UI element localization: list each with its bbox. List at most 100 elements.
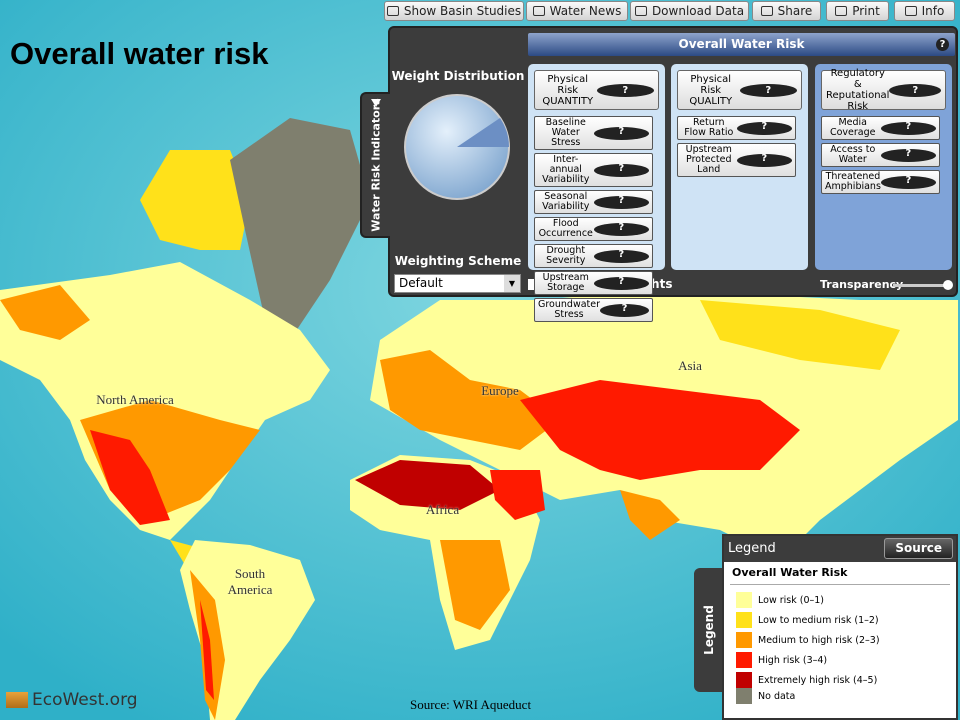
group-title[interactable]: Regulatory & Reputational Risk? (821, 68, 946, 112)
scheme-value: Default (399, 276, 443, 290)
legend-header: Legend Source (724, 536, 956, 562)
toolbar-icon (532, 6, 545, 16)
slider-thumb[interactable] (943, 280, 953, 290)
toolbar-button[interactable]: Show Basin Studies (384, 1, 524, 21)
indicator-label: Return Flow Ratio (684, 117, 734, 138)
help-icon[interactable]: ? (596, 83, 654, 97)
tab-arrow (371, 99, 381, 107)
scheme-select[interactable]: Default ▼ (394, 274, 521, 293)
legend-item: High risk (3–4) (736, 652, 827, 668)
toolbar-button-label: Water News (549, 4, 622, 18)
indicator-label: Drought Severity (546, 245, 586, 266)
legend-title: Overall Water Risk (732, 566, 848, 579)
group-title[interactable]: Physical Risk QUANTITY? (534, 70, 659, 110)
indicator-label: Media Coverage (829, 117, 876, 138)
help-icon[interactable]: ? (593, 126, 649, 140)
legend-swatch (736, 632, 752, 648)
indicator[interactable]: Media Coverage? (821, 116, 940, 140)
toolbar-button[interactable]: Water News (526, 1, 628, 21)
help-icon[interactable]: ? (593, 195, 649, 209)
help-icon[interactable]: ? (736, 121, 792, 135)
help-icon[interactable]: ? (593, 222, 649, 236)
legend-label: No data (758, 690, 796, 702)
help-icon[interactable]: ? (880, 175, 936, 189)
indicator-group: Physical Risk QUANTITY? Baseline Water St… (528, 64, 665, 322)
toolbar-button-label: Download Data (651, 4, 745, 18)
legend-swatch (736, 592, 752, 608)
indicator[interactable]: Return Flow Ratio? (677, 116, 796, 140)
help-icon[interactable]: ? (880, 148, 936, 162)
toolbar-button[interactable]: Print (826, 1, 889, 21)
panel-tab[interactable]: Water Risk Indicators (360, 92, 390, 238)
legend-swatch (736, 612, 752, 628)
toolbar-button-label: Info (921, 4, 945, 18)
help-icon[interactable]: ? (936, 38, 949, 51)
help-icon[interactable]: ? (889, 83, 941, 97)
pie-layer (371, 94, 510, 200)
legend-tab-label: Legend (702, 605, 716, 655)
map-label: Africa (425, 502, 460, 517)
weight-label: Weight Distribution (391, 69, 525, 83)
legend: Legend Source Overall Water Risk Low risk… (722, 534, 958, 720)
legend-tab[interactable]: Legend (694, 568, 724, 692)
help-icon[interactable]: ? (593, 276, 649, 290)
indicator[interactable]: Seasonal Variability? (534, 190, 653, 214)
legend-swatch (736, 688, 752, 704)
indicator[interactable]: Inter-annual Variability? (534, 153, 653, 187)
logo-text: EcoWest.org (32, 690, 138, 710)
legend-header-text: Legend (728, 541, 776, 556)
scheme-label: Weighting Scheme (394, 254, 522, 268)
map-label: Europe (481, 383, 519, 398)
help-icon[interactable]: ? (739, 83, 797, 97)
legend-item: Medium to high risk (2–3) (736, 632, 880, 648)
legend-label: Medium to high risk (2–3) (758, 634, 880, 646)
help-icon[interactable]: ? (880, 121, 936, 135)
indicator-group: Regulatory & Reputational Risk? Media Cov… (815, 64, 952, 270)
indicator[interactable]: Drought Severity? (534, 244, 653, 268)
slider-track[interactable] (893, 284, 951, 287)
logo: EcoWest.org (6, 690, 138, 710)
help-icon[interactable]: ? (593, 163, 649, 177)
indicator[interactable]: Threatened Amphibians? (821, 170, 940, 194)
indicator[interactable]: Groundwater Stress? (534, 298, 653, 322)
toolbar-icon (835, 6, 848, 16)
toolbar-button-label: Share (777, 4, 813, 18)
indicator-label: Inter-annual Variability (542, 154, 590, 185)
indicator[interactable]: Upstream Storage? (534, 271, 653, 295)
transparency-label: Transparency (820, 278, 904, 291)
panel-header: Overall Water Risk? (528, 33, 955, 56)
legend-label: Low risk (0–1) (758, 594, 824, 606)
group-title-text: Regulatory & Reputational Risk (826, 68, 890, 112)
legend-swatch (736, 652, 752, 668)
map-label: South America (227, 566, 273, 597)
toolbar-icon (634, 6, 647, 16)
legend-swatch (736, 672, 752, 688)
checkbox[interactable] (528, 278, 539, 290)
group-title-text: Physical Risk QUANTITY (542, 73, 594, 107)
indicator-group: Physical Risk QUALITY? Return Flow Ratio?… (671, 64, 808, 270)
logo-icon (6, 692, 28, 708)
help-icon[interactable]: ? (593, 249, 649, 263)
help-icon[interactable]: ? (600, 303, 649, 317)
indicator[interactable]: Upstream Protected Land? (677, 143, 796, 177)
legend-label: Extremely high risk (4–5) (758, 674, 878, 686)
toolbar-icon (904, 6, 917, 16)
legend-item: Low risk (0–1) (736, 592, 824, 608)
indicator[interactable]: Access to Water? (821, 143, 940, 167)
source-button[interactable]: Source (884, 538, 953, 559)
help-icon[interactable]: ? (736, 153, 792, 167)
indicator-label: Groundwater Stress (538, 299, 601, 320)
indicator-label: Flood Occurrence (538, 218, 593, 239)
group-title[interactable]: Physical Risk QUALITY? (677, 70, 802, 110)
toolbar-button[interactable]: Download Data (630, 1, 749, 21)
indicator-label: Seasonal Variability (542, 191, 590, 212)
toolbar-button[interactable]: Share (752, 1, 821, 21)
legend-item: No data (736, 688, 795, 704)
toolbar-button-label: Show Basin Studies (403, 4, 522, 18)
indicator[interactable]: Baseline Water Stress? (534, 116, 653, 150)
indicator-label: Baseline Water Stress (545, 117, 586, 148)
toolbar-button[interactable]: Info (894, 1, 955, 21)
indicator[interactable]: Flood Occurrence? (534, 217, 653, 241)
